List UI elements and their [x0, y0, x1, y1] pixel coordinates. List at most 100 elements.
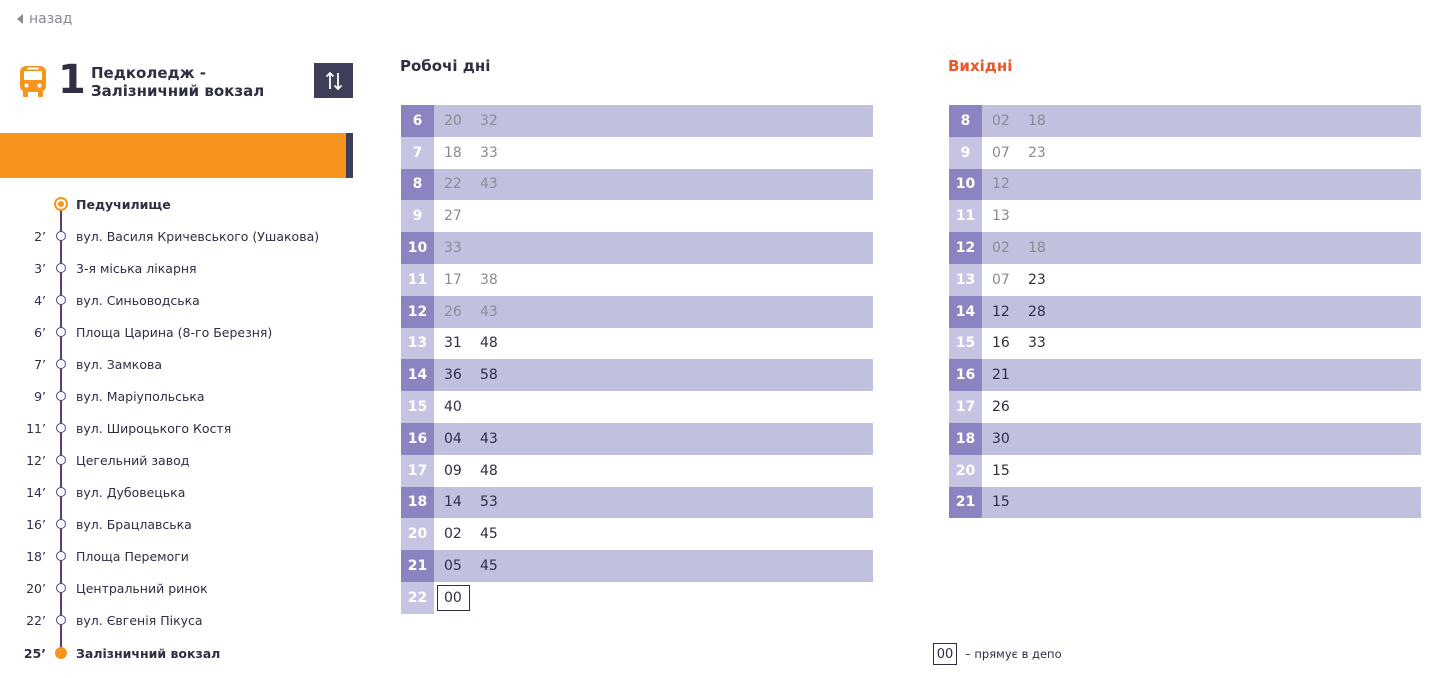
- stop-dot: [56, 231, 66, 241]
- stop-item[interactable]: 12’ Цегельний завод: [0, 444, 360, 476]
- schedule-row: 22 00: [401, 581, 873, 614]
- stop-dot: [56, 487, 66, 497]
- stop-name: вул. Василя Кричевського (Ушакова): [76, 228, 320, 244]
- stop-item[interactable]: 25’ Залізничний вокзал: [0, 637, 360, 669]
- departure-minute: 14: [444, 494, 462, 511]
- hour-cell: 17: [401, 454, 434, 487]
- stop-item[interactable]: 2’ вул. Василя Кричевського (Ушакова): [0, 220, 360, 252]
- stop-time: 12’: [26, 452, 46, 468]
- stop-item[interactable]: 7’ вул. Замкова: [0, 348, 360, 380]
- schedule-row: 14 12 28: [949, 295, 1421, 328]
- stop-dot: [56, 327, 66, 337]
- departure-minute: 23: [1028, 144, 1046, 161]
- stop-name: Залізничний вокзал: [76, 645, 221, 661]
- departure-minute: 40: [444, 399, 462, 416]
- weekends-schedule: 8 02 18 9 07 23 10 12 11 13 12 02 18 13 07 23 14 12 28 15 16…: [949, 105, 1421, 519]
- departure-minute: 18: [1028, 112, 1046, 129]
- stop-name: 3-я міська лікарня: [76, 260, 197, 276]
- hour-cell: 18: [949, 422, 982, 455]
- departure-minute: 38: [480, 271, 498, 288]
- stop-time: 25’: [23, 645, 46, 661]
- stop-dot: [56, 423, 66, 433]
- weekdays-schedule: 6 20 32 7 18 33 8 22 43 9 27 10 33 11 17 38 12 26 43 13 31 48…: [401, 105, 873, 614]
- schedule-row: 18 14 53: [401, 486, 873, 519]
- legend-depot-sample: 00: [933, 643, 957, 665]
- route-bar-edge: [346, 133, 353, 178]
- swap-direction-button[interactable]: [314, 63, 353, 98]
- stop-item[interactable]: 9’ вул. Маріупольська: [0, 380, 360, 412]
- hour-cell: 18: [401, 486, 434, 519]
- departure-minute: 32: [480, 112, 498, 129]
- schedule-row: 12 02 18: [949, 232, 1421, 264]
- stop-dot: [56, 615, 66, 625]
- departure-minute: 15: [992, 494, 1010, 511]
- stop-item[interactable]: 6’ Площа Царина (8-го Березня): [0, 316, 360, 348]
- schedule-row: 13 31 48: [401, 327, 873, 360]
- hour-cell: 20: [949, 454, 982, 487]
- schedule-row: 10 33: [401, 232, 873, 264]
- stop-dot: [56, 263, 66, 273]
- departure-minute: 48: [480, 462, 498, 479]
- departure-minute: 07: [992, 271, 1010, 288]
- departure-minute: 33: [444, 240, 462, 257]
- stop-item[interactable]: 4’ вул. Синьоводська: [0, 284, 360, 316]
- departure-minute: 18: [1028, 240, 1046, 257]
- departure-minute: 43: [480, 303, 498, 320]
- stop-name: вул. Замкова: [76, 356, 163, 372]
- schedule-row: 15 40: [401, 391, 873, 423]
- weekends-title: Вихідні: [948, 57, 1013, 75]
- schedule-row: 8 22 43: [401, 168, 873, 201]
- stop-name: вул. Брацлавська: [76, 516, 192, 532]
- stop-dot: [56, 519, 66, 529]
- stop-time: 9’: [34, 388, 46, 404]
- departure-minute: 53: [480, 494, 498, 511]
- bus-icon: [20, 66, 46, 97]
- hour-cell: 14: [949, 295, 982, 328]
- schedule-row: 6 20 32: [401, 105, 873, 137]
- route-number: 1: [58, 57, 86, 103]
- swap-vertical-icon: [325, 71, 342, 90]
- departure-minute: 16: [992, 335, 1010, 352]
- schedule-row: 12 26 43: [401, 295, 873, 328]
- stop-item[interactable]: 3’ 3-я міська лікарня: [0, 252, 360, 284]
- stop-name: вул. Широцького Костя: [76, 420, 232, 436]
- hour-cell: 9: [949, 136, 982, 169]
- schedule-row: 14 36 58: [401, 359, 873, 392]
- departure-minute: 12: [992, 303, 1010, 320]
- schedule-row: 20 15: [949, 454, 1421, 487]
- departure-minute: 33: [1028, 335, 1046, 352]
- hour-cell: 12: [401, 295, 434, 328]
- departure-minute: 12: [992, 176, 1010, 193]
- stop-name: вул. Маріупольська: [76, 388, 205, 404]
- schedule-row: 21 15: [949, 486, 1421, 519]
- departure-minute: 20: [444, 112, 462, 129]
- schedule-row: 13 07 23: [949, 263, 1421, 296]
- stop-item[interactable]: 20’ Центральний ринок: [0, 572, 360, 604]
- stop-item[interactable]: Педучилище: [0, 188, 360, 220]
- hour-cell: 8: [401, 168, 434, 201]
- stop-item[interactable]: 18’ Площа Перемоги: [0, 540, 360, 572]
- hour-cell: 15: [401, 391, 434, 423]
- back-link[interactable]: назад: [17, 11, 72, 27]
- back-label: назад: [29, 11, 73, 27]
- hour-cell: 8: [949, 105, 982, 137]
- departure-minute: 04: [444, 430, 462, 447]
- schedule-row: 9 07 23: [949, 136, 1421, 169]
- stop-item[interactable]: 16’ вул. Брацлавська: [0, 508, 360, 540]
- departure-minute: 22: [444, 176, 462, 193]
- stop-dot: [56, 583, 66, 593]
- chevron-left-icon: [17, 14, 23, 24]
- schedule-row: 8 02 18: [949, 105, 1421, 137]
- hour-cell: 21: [401, 550, 434, 582]
- departure-minute: 09: [444, 462, 462, 479]
- stop-name: Цегельний завод: [76, 452, 190, 468]
- stop-time: 18’: [26, 548, 46, 564]
- route-color-bar: [0, 133, 353, 178]
- stop-item[interactable]: 14’ вул. Дубовецька: [0, 476, 360, 508]
- schedule-row: 18 30: [949, 422, 1421, 455]
- stop-item[interactable]: 11’ вул. Широцького Костя: [0, 412, 360, 444]
- departure-minute: 31: [444, 335, 462, 352]
- departure-minute: 15: [992, 462, 1010, 479]
- stop-time: 4’: [34, 292, 46, 308]
- stop-item[interactable]: 22’ вул. Євгенія Пікуса: [0, 604, 360, 636]
